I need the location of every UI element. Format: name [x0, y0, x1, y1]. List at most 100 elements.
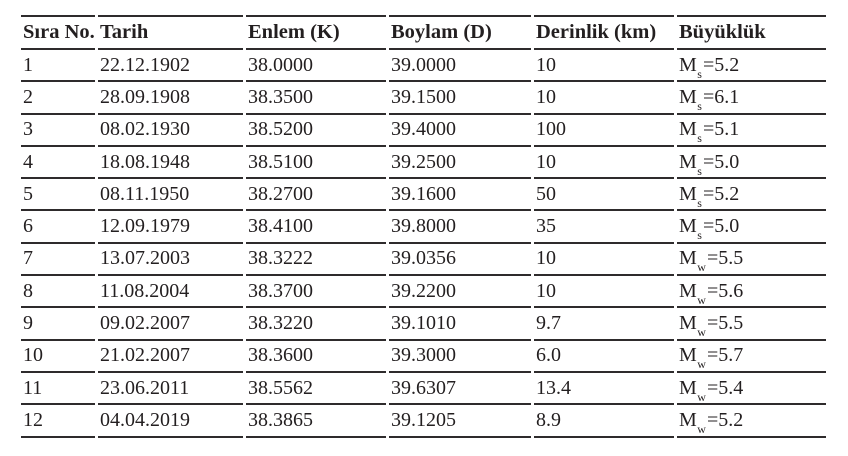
- magnitude-symbol: M: [679, 312, 697, 335]
- magnitude-value: =5.6: [706, 279, 744, 302]
- cell-lon: 39.1600: [389, 179, 531, 212]
- cell-lon: 39.1205: [389, 405, 531, 438]
- magnitude-value: =5.1: [702, 118, 740, 141]
- cell-magnitude: Mw=5.4: [677, 373, 826, 406]
- cell-magnitude: Mw=5.7: [677, 341, 826, 373]
- magnitude-symbol: M: [679, 53, 697, 76]
- cell-lon: 39.1500: [389, 82, 531, 115]
- magnitude-symbol: M: [679, 344, 697, 367]
- cell-date: 04.04.2019: [98, 405, 243, 438]
- cell-magnitude: Mw=5.2: [677, 405, 826, 438]
- cell-depth: 10: [534, 82, 674, 115]
- cell-lat: 38.4100: [246, 211, 386, 244]
- cell-lon: 39.8000: [389, 211, 531, 244]
- cell-lon: 39.2200: [389, 276, 531, 309]
- magnitude-value: =6.1: [702, 85, 740, 108]
- table-header: Sıra No. Tarih Enlem (K) Boylam (D) Derinlik…: [21, 15, 826, 50]
- table-row: 10 21.02.2007 38.3600 39.3000 6.0 Mw=5.7: [21, 341, 826, 373]
- cell-lat: 38.5100: [246, 147, 386, 180]
- cell-lon: 39.4000: [389, 115, 531, 147]
- cell-date: 12.09.1979: [98, 211, 243, 244]
- cell-no: 6: [21, 211, 95, 244]
- magnitude-value: =5.2: [702, 53, 740, 76]
- cell-lon: 39.6307: [389, 373, 531, 406]
- cell-lat: 38.3700: [246, 276, 386, 309]
- cell-depth: 35: [534, 211, 674, 244]
- cell-date: 08.02.1930: [98, 115, 243, 147]
- column-header-mag: Büyüklük: [677, 15, 826, 50]
- cell-magnitude: Ms=6.1: [677, 82, 826, 115]
- cell-magnitude: Mw=5.5: [677, 244, 826, 277]
- table-row: 1 22.12.1902 38.0000 39.0000 10 Ms=5.2: [21, 50, 826, 83]
- cell-magnitude: Mw=5.6: [677, 276, 826, 309]
- column-header-date: Tarih: [98, 15, 243, 50]
- column-header-depth: Derinlik (km): [534, 15, 674, 50]
- cell-magnitude: Ms=5.1: [677, 115, 826, 147]
- cell-no: 11: [21, 373, 95, 406]
- magnitude-value: =5.5: [706, 247, 744, 270]
- cell-date: 21.02.2007: [98, 341, 243, 373]
- cell-no: 4: [21, 147, 95, 180]
- magnitude-value: =5.0: [702, 215, 740, 238]
- cell-lon: 39.3000: [389, 341, 531, 373]
- column-header-no: Sıra No.: [21, 15, 95, 50]
- magnitude-symbol: M: [679, 85, 697, 108]
- magnitude-value: =5.2: [702, 182, 740, 205]
- cell-depth: 13.4: [534, 373, 674, 406]
- magnitude-symbol: M: [679, 279, 697, 302]
- cell-no: 8: [21, 276, 95, 309]
- magnitude-symbol: M: [679, 182, 697, 205]
- magnitude-symbol: M: [679, 118, 697, 141]
- cell-no: 5: [21, 179, 95, 212]
- cell-lat: 38.0000: [246, 50, 386, 83]
- cell-date: 09.02.2007: [98, 308, 243, 341]
- magnitude-value: =5.0: [702, 150, 740, 173]
- cell-lon: 39.0356: [389, 244, 531, 277]
- table-row: 6 12.09.1979 38.4100 39.8000 35 Ms=5.0: [21, 211, 826, 244]
- table-row: 2 28.09.1908 38.3500 39.1500 10 Ms=6.1: [21, 82, 826, 115]
- table-row: 9 09.02.2007 38.3220 39.1010 9.7 Mw=5.5: [21, 308, 826, 341]
- cell-no: 1: [21, 50, 95, 83]
- cell-magnitude: Ms=5.0: [677, 147, 826, 180]
- table-row: 7 13.07.2003 38.3222 39.0356 10 Mw=5.5: [21, 244, 826, 277]
- cell-depth: 50: [534, 179, 674, 212]
- cell-lat: 38.3500: [246, 82, 386, 115]
- cell-magnitude: Ms=5.2: [677, 179, 826, 212]
- cell-lat: 38.2700: [246, 179, 386, 212]
- cell-lon: 39.1010: [389, 308, 531, 341]
- cell-lat: 38.5562: [246, 373, 386, 406]
- table-row: 8 11.08.2004 38.3700 39.2200 10 Mw=5.6: [21, 276, 826, 309]
- magnitude-value: =5.5: [706, 312, 744, 335]
- cell-lat: 38.5200: [246, 115, 386, 147]
- cell-depth: 100: [534, 115, 674, 147]
- magnitude-value: =5.7: [706, 344, 744, 367]
- magnitude-symbol: M: [679, 247, 697, 270]
- cell-no: 12: [21, 405, 95, 438]
- magnitude-value: =5.4: [706, 376, 744, 399]
- table-row: 12 04.04.2019 38.3865 39.1205 8.9 Mw=5.2: [21, 405, 826, 438]
- cell-date: 13.07.2003: [98, 244, 243, 277]
- cell-lon: 39.0000: [389, 50, 531, 83]
- header-row: Sıra No. Tarih Enlem (K) Boylam (D) Derinlik…: [21, 15, 826, 50]
- column-header-lon: Boylam (D): [389, 15, 531, 50]
- cell-depth: 6.0: [534, 341, 674, 373]
- cell-depth: 10: [534, 147, 674, 180]
- table-row: 4 18.08.1948 38.5100 39.2500 10 Ms=5.0: [21, 147, 826, 180]
- cell-depth: 10: [534, 244, 674, 277]
- cell-lat: 38.3865: [246, 405, 386, 438]
- magnitude-symbol: M: [679, 215, 697, 238]
- cell-lat: 38.3222: [246, 244, 386, 277]
- cell-lat: 38.3600: [246, 341, 386, 373]
- cell-date: 18.08.1948: [98, 147, 243, 180]
- column-header-lat: Enlem (K): [246, 15, 386, 50]
- cell-no: 10: [21, 341, 95, 373]
- cell-lon: 39.2500: [389, 147, 531, 180]
- magnitude-symbol: M: [679, 376, 697, 399]
- cell-depth: 10: [534, 276, 674, 309]
- magnitude-symbol: M: [679, 150, 697, 173]
- cell-lat: 38.3220: [246, 308, 386, 341]
- cell-no: 7: [21, 244, 95, 277]
- table-row: 5 08.11.1950 38.2700 39.1600 50 Ms=5.2: [21, 179, 826, 212]
- cell-no: 3: [21, 115, 95, 147]
